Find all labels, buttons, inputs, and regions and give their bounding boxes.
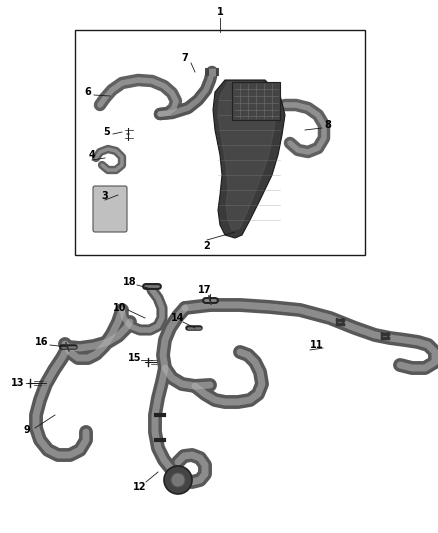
Text: 3: 3 bbox=[102, 191, 108, 201]
Text: 15: 15 bbox=[128, 353, 142, 363]
Text: 2: 2 bbox=[204, 241, 210, 251]
Polygon shape bbox=[218, 82, 276, 230]
Bar bbox=[75, 30, 365, 255]
Text: 9: 9 bbox=[24, 425, 30, 435]
Text: 10: 10 bbox=[113, 303, 127, 313]
Text: 18: 18 bbox=[123, 277, 137, 287]
Text: 13: 13 bbox=[11, 378, 25, 388]
Text: 7: 7 bbox=[182, 53, 188, 63]
Text: 6: 6 bbox=[85, 87, 92, 97]
Polygon shape bbox=[213, 80, 285, 238]
FancyBboxPatch shape bbox=[232, 82, 280, 120]
Text: 8: 8 bbox=[325, 120, 332, 130]
Text: 14: 14 bbox=[171, 313, 185, 323]
Circle shape bbox=[164, 466, 192, 494]
Circle shape bbox=[171, 473, 185, 487]
Text: 5: 5 bbox=[104, 127, 110, 137]
Text: 12: 12 bbox=[133, 482, 147, 492]
FancyBboxPatch shape bbox=[93, 186, 127, 232]
Text: 1: 1 bbox=[217, 7, 223, 17]
Text: 16: 16 bbox=[35, 337, 49, 347]
Text: 17: 17 bbox=[198, 285, 212, 295]
Text: 11: 11 bbox=[310, 340, 324, 350]
Text: 4: 4 bbox=[88, 150, 95, 160]
